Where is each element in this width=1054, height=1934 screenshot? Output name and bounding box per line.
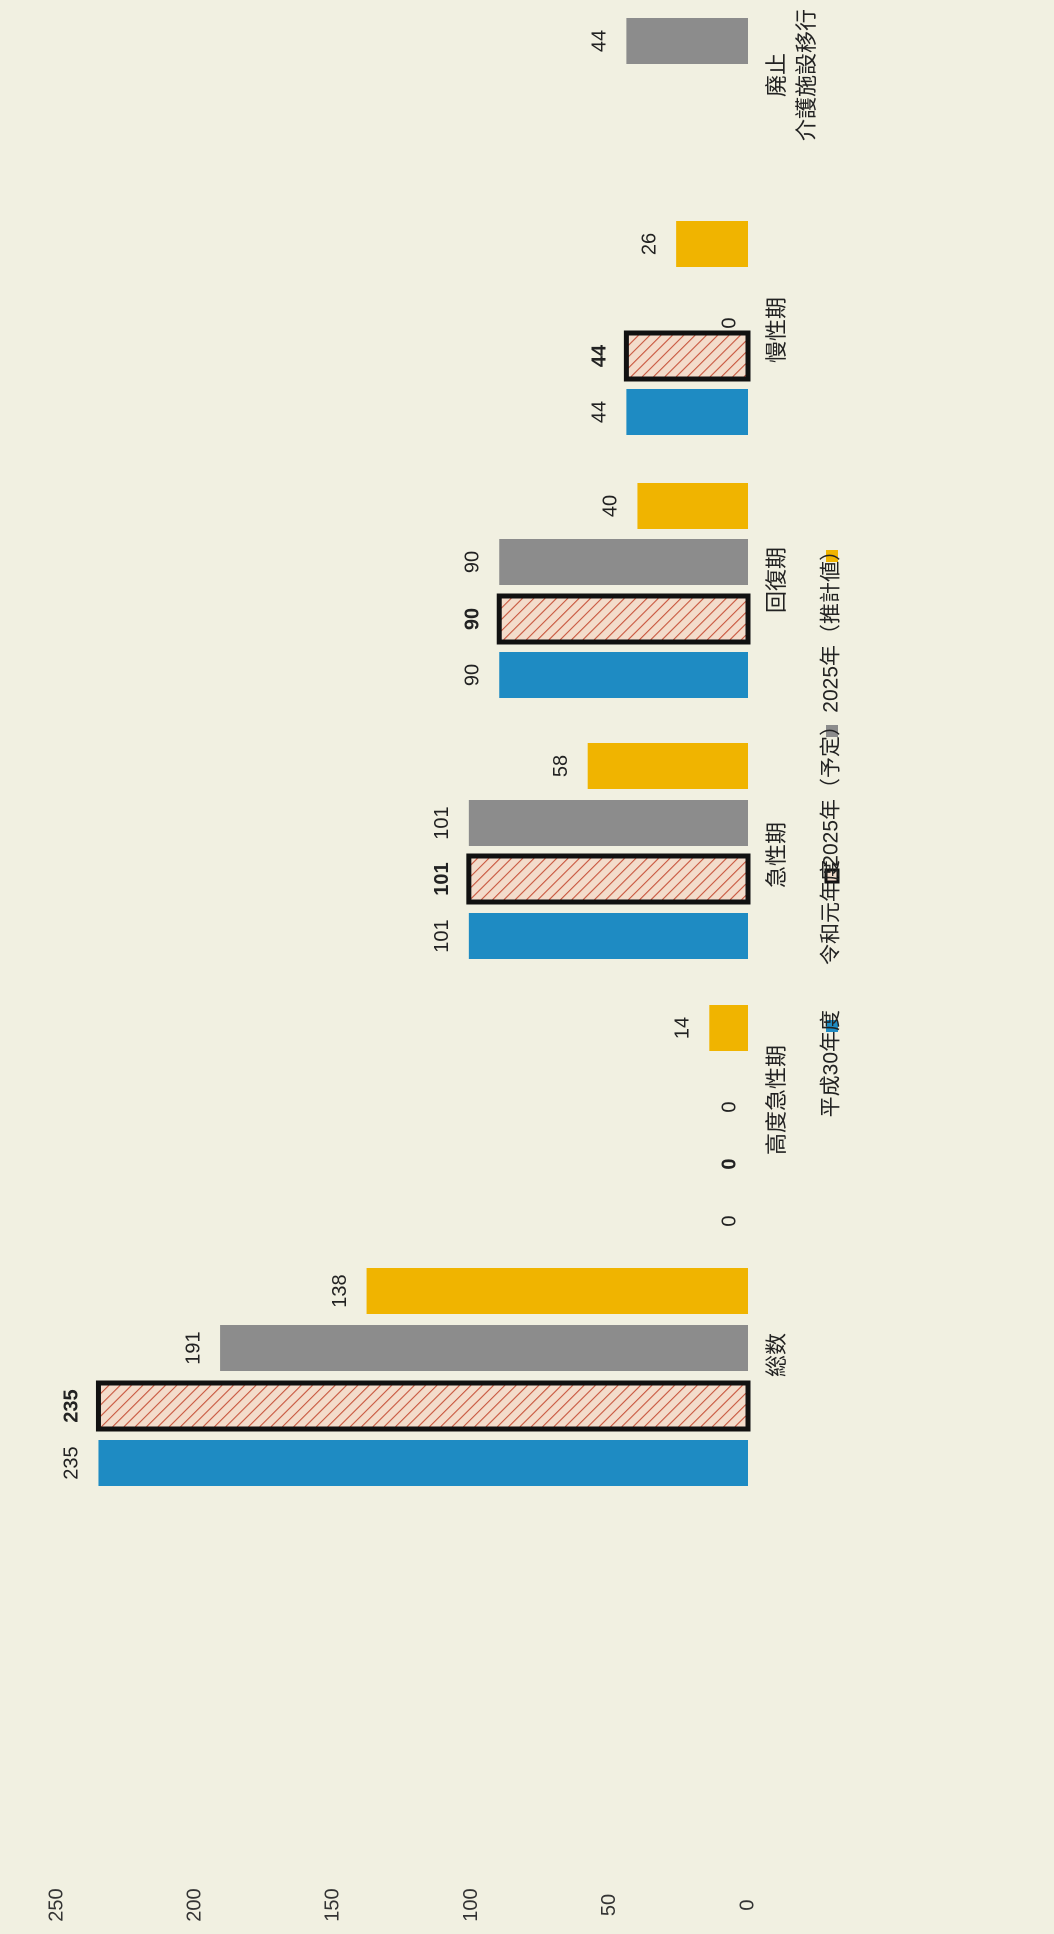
bar — [468, 800, 748, 846]
category-label: 急性期 — [764, 822, 789, 888]
bar — [468, 913, 748, 959]
bar — [676, 221, 748, 267]
data-label: 0 — [718, 1158, 740, 1169]
axis-tick-label: 100 — [460, 1888, 482, 1921]
axis-tick-label: 150 — [322, 1888, 344, 1921]
data-label: 44 — [589, 30, 611, 52]
axis-tick-label: 250 — [45, 1888, 67, 1921]
data-label: 0 — [718, 1101, 740, 1112]
data-label: 90 — [462, 551, 484, 573]
data-label: 101 — [431, 806, 453, 839]
bar — [626, 18, 748, 64]
legend-swatch — [826, 1020, 838, 1032]
data-label: 191 — [182, 1331, 204, 1364]
data-label: 138 — [329, 1274, 351, 1307]
data-label: 14 — [672, 1017, 694, 1039]
bar — [587, 743, 748, 789]
data-label: 235 — [61, 1446, 83, 1479]
legend-label: 2025年（推計値） — [820, 540, 843, 713]
bar — [637, 483, 748, 529]
bar — [95, 1380, 751, 1432]
data-label: 90 — [462, 664, 484, 686]
bar — [98, 1440, 748, 1486]
category-label: 慢性期 — [764, 297, 789, 363]
data-label: 0 — [718, 1215, 740, 1226]
data-label: 0 — [718, 317, 740, 328]
legend-label: 令和元年度 — [820, 860, 843, 965]
data-label: 101 — [431, 862, 453, 895]
value-axis: 0 50 100 150 200 250 — [45, 1888, 758, 1921]
axis-tick-label: 50 — [598, 1894, 620, 1916]
bar — [626, 389, 748, 435]
data-label: 58 — [550, 755, 572, 777]
bar — [466, 853, 751, 905]
bar — [499, 652, 748, 698]
data-label: 44 — [589, 401, 611, 423]
category-label: 総数 — [764, 1333, 789, 1377]
axis-tick-label: 0 — [736, 1899, 758, 1910]
axis-tick-label: 200 — [183, 1888, 205, 1921]
category-label: 回復期 — [764, 547, 789, 613]
data-label: 101 — [431, 919, 453, 952]
data-label: 90 — [462, 608, 484, 630]
data-label: 40 — [600, 495, 622, 517]
category-label: 介護施設移行 — [794, 9, 819, 141]
category-label: 高度急性期 — [764, 1045, 789, 1155]
data-label: 44 — [589, 344, 611, 367]
data-label: 235 — [61, 1389, 83, 1422]
category-label: 廃止 — [764, 53, 789, 97]
legend-swatch — [826, 725, 838, 737]
bar — [623, 330, 751, 382]
bar — [366, 1268, 748, 1314]
bars-layer: 235 0 101 90 44 235 0 101 90 44 191 0 101 90 0 44 138 14 5… — [61, 18, 751, 1486]
legend-swatch — [826, 550, 838, 562]
bar — [496, 593, 751, 645]
bar — [709, 1005, 748, 1051]
data-label: 26 — [638, 233, 660, 255]
legend-swatch — [824, 868, 840, 884]
legend-label: 平成30年度 — [820, 1010, 843, 1117]
bar — [499, 539, 748, 585]
legend-label: 2025年（予定） — [820, 715, 843, 867]
bar — [220, 1325, 749, 1371]
category-axis: 総数 高度急性期 急性期 回復期 慢性期 廃止 介護施設移行 — [764, 9, 819, 1377]
